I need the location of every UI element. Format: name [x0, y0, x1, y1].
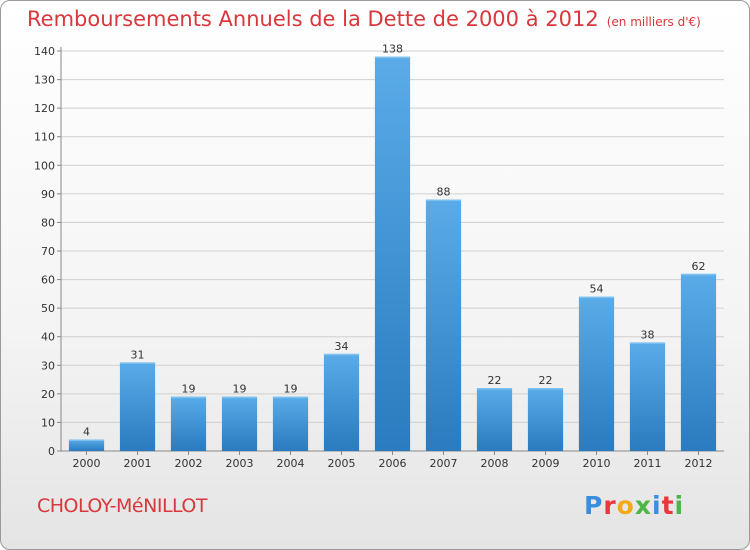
- y-tick-label: 10: [41, 416, 55, 429]
- y-tick-label: 30: [41, 359, 55, 372]
- bar-2009: [527, 388, 564, 451]
- bar-2000: [68, 439, 105, 451]
- proxiti-logo[interactable]: Proxiti: [584, 491, 684, 520]
- bar-2011: [629, 342, 666, 451]
- data-label-2007: 88: [437, 186, 451, 199]
- y-tick-label: 40: [41, 331, 55, 344]
- data-label-2000: 4: [83, 426, 90, 439]
- bar-top-edge: [629, 342, 666, 344]
- logo-letter: i: [674, 491, 685, 520]
- x-tick-label-2003: 2003: [226, 457, 254, 470]
- commune-name: CHOLOY-MéNILLOT: [37, 495, 208, 517]
- data-label-2004: 19: [284, 383, 298, 396]
- bar-2006: [374, 56, 411, 451]
- data-label-2003: 19: [233, 383, 247, 396]
- logo-letter: o: [616, 491, 635, 520]
- data-label-2009: 22: [539, 374, 553, 387]
- bars: [68, 56, 717, 451]
- chart-subtitle: (en milliers d'€): [606, 15, 701, 29]
- x-tick-label-2009: 2009: [532, 457, 560, 470]
- logo-letter: i: [652, 491, 662, 520]
- data-label-2006: 138: [382, 43, 403, 56]
- bar-2003: [221, 396, 258, 451]
- y-tick-label: 130: [34, 74, 55, 87]
- bar-top-edge: [578, 296, 615, 299]
- logo-letter: r: [603, 491, 617, 520]
- labels: 0 10 20 30 40 50 60 70 80 90 100 110 120 130 140 4 2000 3…: [34, 43, 713, 470]
- y-tick-label: 90: [41, 188, 55, 201]
- bar-2002: [170, 396, 207, 451]
- x-tick-label-2007: 2007: [430, 457, 458, 470]
- logo-letter: t: [661, 491, 675, 520]
- y-tick-label: 60: [41, 274, 55, 287]
- y-tick-label: 110: [34, 131, 55, 144]
- data-label-2001: 31: [131, 348, 145, 361]
- x-tick-label-2005: 2005: [328, 457, 356, 470]
- bar-2005: [323, 353, 360, 451]
- x-tick-label-2012: 2012: [685, 457, 713, 470]
- y-tick-label: 120: [34, 102, 55, 115]
- bar-2007: [425, 199, 462, 451]
- data-label-2012: 62: [692, 260, 706, 273]
- bar-top-edge: [680, 273, 717, 276]
- bar-2001: [119, 362, 156, 451]
- data-label-2005: 34: [335, 340, 349, 353]
- bar-2008: [476, 388, 513, 451]
- x-tick-label-2006: 2006: [379, 457, 407, 470]
- bar-top-edge: [170, 396, 207, 399]
- x-tick-label-2011: 2011: [634, 457, 662, 470]
- data-label-2002: 19: [182, 383, 196, 396]
- data-label-2011: 38: [641, 328, 655, 341]
- x-tick-label-2002: 2002: [175, 457, 203, 470]
- y-tick-label: 80: [41, 216, 55, 229]
- bar-top-edge: [272, 396, 309, 399]
- chart-title: Remboursements Annuels de la Dette de 20…: [27, 7, 701, 31]
- x-tick-label-2010: 2010: [583, 457, 611, 470]
- bar-top-edge: [323, 353, 360, 356]
- y-tick-label: 50: [41, 302, 55, 315]
- x-tick-label-2000: 2000: [73, 457, 101, 470]
- logo-letter: P: [584, 491, 604, 520]
- y-tick-label: 100: [34, 159, 55, 172]
- bar-top-edge: [374, 56, 411, 59]
- bar-top-edge: [119, 362, 156, 364]
- x-tick-label-2001: 2001: [124, 457, 152, 470]
- bar-2010: [578, 296, 615, 451]
- bar-top-edge: [68, 439, 105, 442]
- bar-top-edge: [221, 396, 258, 399]
- bar-top-edge: [527, 388, 564, 390]
- bar-2012: [680, 273, 717, 451]
- y-tick-label: 0: [48, 445, 55, 458]
- y-tick-label: 20: [41, 388, 55, 401]
- y-tick-label: 140: [34, 45, 55, 58]
- bar-top-edge: [476, 388, 513, 390]
- bar-2004: [272, 396, 309, 451]
- chart-title-text: Remboursements Annuels de la Dette de 20…: [27, 7, 599, 31]
- data-label-2008: 22: [488, 374, 502, 387]
- y-tick-label: 70: [41, 245, 55, 258]
- x-tick-label-2004: 2004: [277, 457, 305, 470]
- data-label-2010: 54: [590, 283, 604, 296]
- bar-top-edge: [425, 199, 462, 202]
- x-tick-label-2008: 2008: [481, 457, 509, 470]
- logo-letter: x: [634, 491, 652, 520]
